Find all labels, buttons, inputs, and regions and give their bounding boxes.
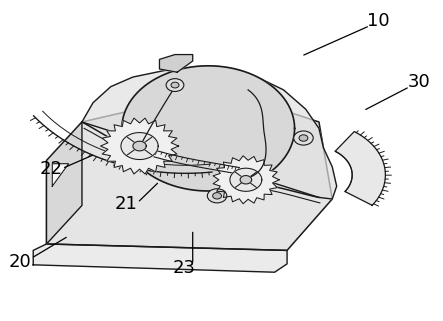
- Polygon shape: [159, 55, 193, 72]
- Circle shape: [213, 193, 222, 199]
- Polygon shape: [47, 90, 332, 250]
- Polygon shape: [82, 67, 337, 199]
- Polygon shape: [230, 168, 262, 191]
- Polygon shape: [335, 132, 385, 205]
- Text: 23: 23: [172, 259, 195, 277]
- Circle shape: [294, 131, 313, 145]
- Polygon shape: [213, 156, 279, 204]
- Circle shape: [299, 135, 308, 141]
- Circle shape: [207, 189, 227, 203]
- Polygon shape: [101, 118, 179, 174]
- Text: 10: 10: [367, 12, 390, 30]
- Text: 21: 21: [115, 195, 138, 213]
- Polygon shape: [240, 176, 252, 184]
- Text: 22: 22: [39, 160, 62, 178]
- Polygon shape: [33, 244, 287, 272]
- Text: 30: 30: [407, 73, 430, 91]
- Polygon shape: [121, 133, 158, 160]
- Circle shape: [171, 82, 179, 88]
- Text: 20: 20: [8, 253, 31, 271]
- Polygon shape: [47, 122, 82, 244]
- Polygon shape: [122, 66, 295, 191]
- Circle shape: [166, 79, 184, 91]
- Polygon shape: [133, 141, 146, 151]
- Polygon shape: [52, 164, 69, 186]
